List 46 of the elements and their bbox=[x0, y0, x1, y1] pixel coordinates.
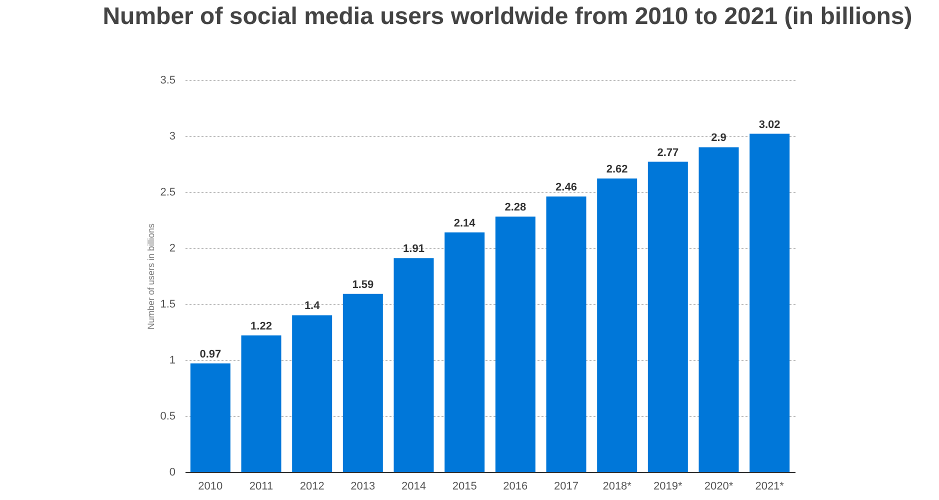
bar bbox=[597, 178, 638, 472]
bar bbox=[292, 315, 332, 472]
x-tick-label: 2017 bbox=[554, 480, 578, 492]
bar bbox=[546, 196, 586, 472]
x-tick-label: 2021* bbox=[755, 480, 785, 492]
bar bbox=[495, 216, 536, 472]
x-tick-label: 2012 bbox=[300, 480, 324, 492]
x-tick-label: 2019* bbox=[654, 480, 684, 492]
x-tick-label: 2013 bbox=[350, 480, 376, 492]
y-tick-label: 0 bbox=[169, 466, 176, 478]
x-tick-label: 2011 bbox=[249, 480, 274, 492]
data-label: 1.22 bbox=[250, 320, 272, 332]
bar bbox=[394, 258, 434, 472]
bar bbox=[190, 363, 230, 472]
x-tick-label: 2020* bbox=[704, 480, 734, 492]
data-label: 2.28 bbox=[504, 202, 526, 214]
bar bbox=[444, 232, 485, 472]
x-tick-label: 2018* bbox=[602, 480, 632, 492]
x-tick-label: 2014 bbox=[402, 480, 426, 492]
bar bbox=[241, 335, 282, 472]
bar bbox=[750, 134, 790, 472]
y-axis-title: Number of users in billions bbox=[146, 222, 156, 330]
bar bbox=[342, 294, 383, 472]
data-label: 2.9 bbox=[711, 132, 726, 144]
data-label: 2.77 bbox=[657, 146, 679, 159]
data-label: 3.02 bbox=[758, 118, 780, 131]
x-tick-label: 2010 bbox=[198, 480, 223, 492]
data-label: 0.97 bbox=[200, 348, 222, 360]
bar bbox=[648, 162, 688, 472]
y-tick-label: 3 bbox=[169, 130, 176, 142]
data-label: 1.59 bbox=[352, 278, 374, 291]
data-label: 2.46 bbox=[556, 181, 577, 194]
y-tick-label: 1.5 bbox=[160, 298, 176, 310]
bar bbox=[698, 147, 739, 472]
y-tick-label: 2.5 bbox=[160, 186, 176, 198]
x-tick-label: 2015 bbox=[452, 480, 477, 492]
x-tick-label: 2016 bbox=[503, 480, 528, 492]
data-label: 1.4 bbox=[304, 300, 321, 312]
y-tick-label: 0.5 bbox=[160, 410, 176, 422]
y-tick-label: 2 bbox=[169, 242, 176, 254]
y-tick-label: 1 bbox=[169, 354, 176, 366]
data-label: 2.14 bbox=[454, 217, 476, 230]
data-label: 1.91 bbox=[403, 243, 424, 256]
data-label: 2.62 bbox=[606, 164, 628, 176]
y-tick-label: 3.5 bbox=[160, 74, 176, 86]
chart-title: Number of social media users worldwide from 2010 to 2021 (in billions) bbox=[102, 3, 912, 30]
